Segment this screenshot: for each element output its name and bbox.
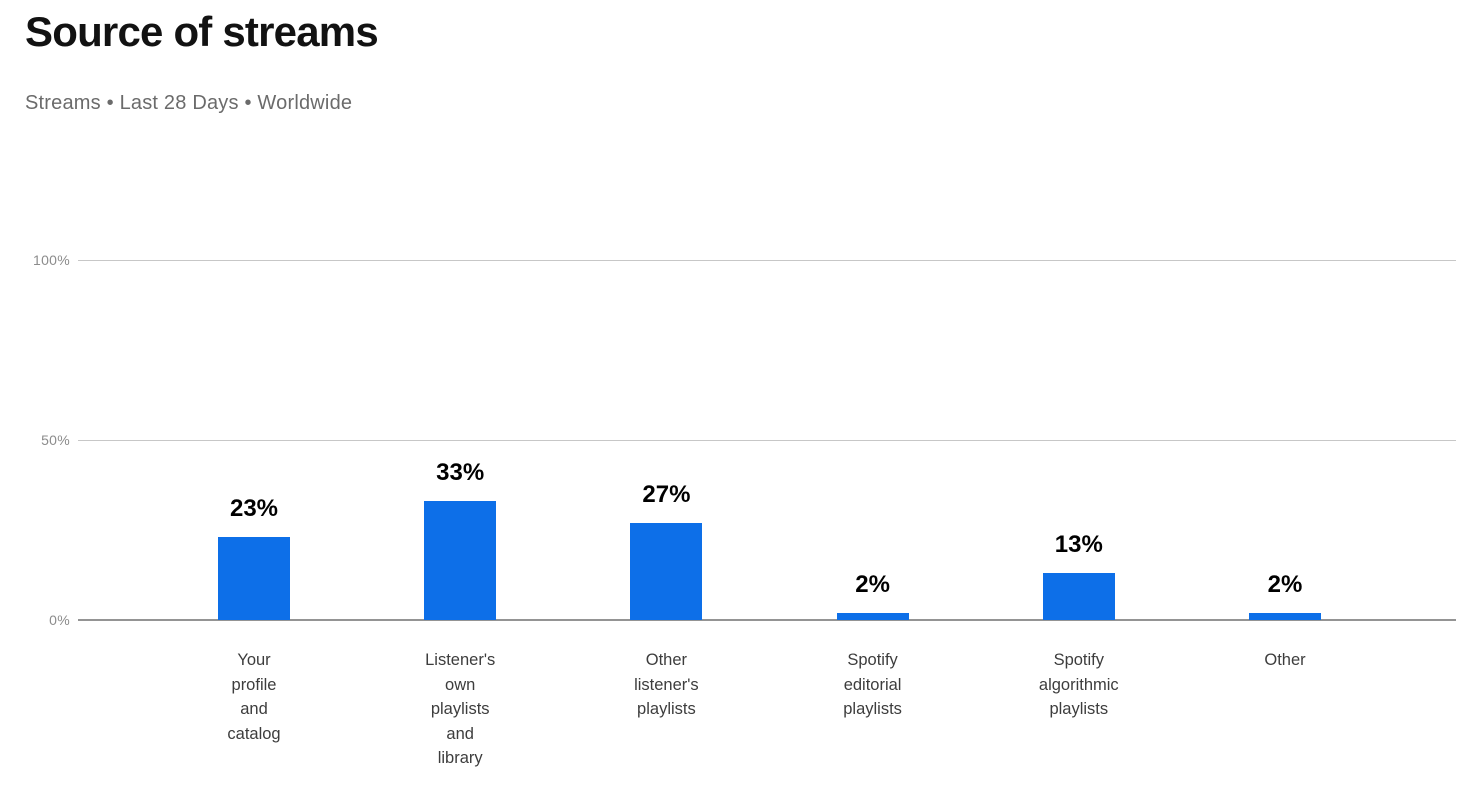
bar-other[interactable] <box>1249 613 1321 620</box>
y-axis-tick-100pct: 100% <box>32 252 70 268</box>
gridline-50pct <box>78 440 1456 441</box>
x-axis-label-other-listener-s-playlists: Other listener's playlists <box>634 651 699 718</box>
bar-value-label-spotify-editorial-playlists: 2% <box>855 571 890 598</box>
x-axis-label-other: Other <box>1264 651 1306 669</box>
bar-value-label-other-listener-s-playlists: 27% <box>642 481 691 508</box>
y-axis-tick-0pct: 0% <box>49 612 70 628</box>
bar-value-label-your-profile-and-catalog: 23% <box>229 495 279 522</box>
bar-value-label-listener-s-own-playlists-and-library: 33% <box>436 459 485 486</box>
chart-filters-summary: Streams • Last 28 Days • Worldwide <box>25 92 353 114</box>
page-title: Source of streams <box>25 8 379 55</box>
bar-spotify-algorithmic-playlists[interactable] <box>1043 573 1115 620</box>
bar-spotify-editorial-playlists[interactable] <box>837 613 909 620</box>
x-axis-label-your-profile-and-catalog: Your profile and catalog <box>227 651 281 743</box>
bar-other-listener-s-playlists[interactable] <box>630 523 702 620</box>
y-axis-tick-50pct: 50% <box>41 432 70 448</box>
bar-value-label-other: 2% <box>1267 571 1303 598</box>
x-axis-label-listener-s-own-playlists-and-library: Listener's own playlists and library <box>425 651 496 767</box>
bar-value-label-spotify-algorithmic-playlists: 13% <box>1054 531 1103 558</box>
bar-listener-s-own-playlists-and-library[interactable] <box>424 501 496 620</box>
x-axis-label-spotify-algorithmic-playlists: Spotify algorithmic playlists <box>1038 651 1119 718</box>
bar-your-profile-and-catalog[interactable] <box>218 537 290 620</box>
gridline-100pct <box>78 260 1456 261</box>
gridline-0pct <box>78 619 1456 621</box>
x-axis-label-spotify-editorial-playlists: Spotify editorial playlists <box>843 651 902 718</box>
